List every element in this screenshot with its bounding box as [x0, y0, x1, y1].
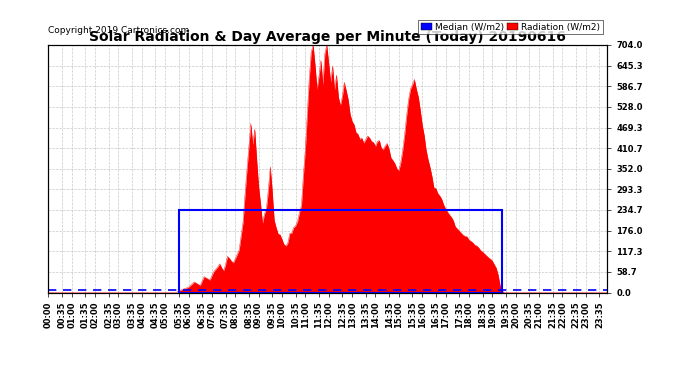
- Legend: Median (W/m2), Radiation (W/m2): Median (W/m2), Radiation (W/m2): [418, 20, 602, 34]
- Text: Copyright 2019 Cartronics.com: Copyright 2019 Cartronics.com: [48, 26, 190, 35]
- Bar: [179, 210, 502, 292]
- Title: Solar Radiation & Day Average per Minute (Today) 20190616: Solar Radiation & Day Average per Minute…: [89, 30, 566, 44]
